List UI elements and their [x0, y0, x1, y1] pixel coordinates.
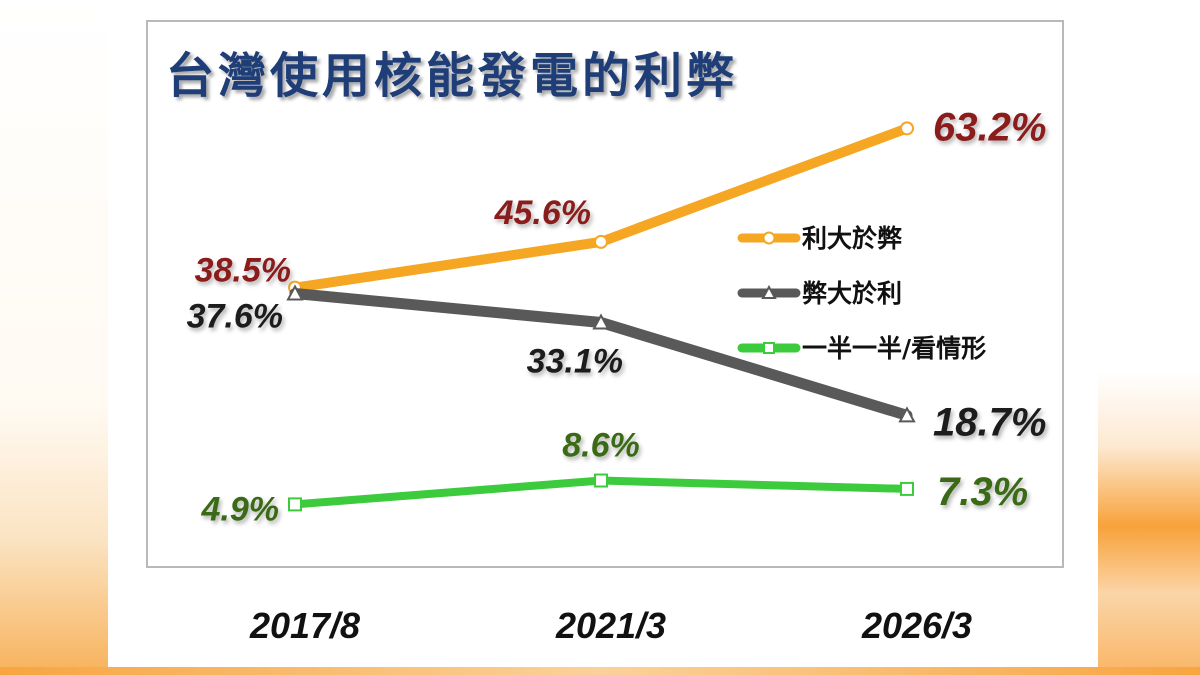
data-label: 7.3%: [937, 470, 1028, 514]
legend-label: 弊大於利: [802, 279, 902, 308]
slide: 台灣使用核能發電的利弊 38.5% 45.6% 63.2% 利大於弊 37.6% 33.1…: [108, 0, 1098, 668]
line-chart: 38.5% 45.6% 63.2% 利大於弊 37.6% 33.1% 18.7% 弊大於利 4.…: [187, 105, 1047, 646]
x-tick-label: 2026/3: [861, 605, 972, 646]
chart-title: 台灣使用核能發電的利弊: [166, 48, 739, 104]
data-label: 45.6%: [494, 194, 591, 232]
data-point: [594, 473, 608, 488]
legend-marker: [762, 231, 776, 245]
data-label: 37.6%: [187, 297, 283, 335]
data-label: 33.1%: [527, 343, 623, 381]
data-point: [288, 497, 302, 512]
legend-marker: [761, 284, 777, 299]
data-point: [594, 234, 608, 249]
legend-marker: [763, 342, 775, 354]
bottom-strip: [0, 667, 1200, 675]
data-point: [900, 481, 914, 496]
legend-label: 一半一半/看情形: [802, 334, 986, 363]
background-left: [0, 0, 110, 675]
data-label: 18.7%: [933, 400, 1046, 444]
background-right: [1095, 0, 1200, 675]
data-label: 4.9%: [201, 490, 280, 528]
data-label: 8.6%: [562, 427, 640, 465]
data-point: [286, 284, 304, 301]
legend-label: 利大於弊: [802, 224, 902, 253]
data-point: [900, 121, 914, 136]
data-label: 38.5%: [195, 252, 291, 290]
data-label: 63.2%: [933, 105, 1046, 149]
data-point: [898, 406, 916, 423]
data-point: [592, 313, 610, 330]
series-line-1: [290, 123, 912, 293]
x-tick-label: 2017/8: [249, 605, 360, 646]
x-tick-label: 2021/3: [555, 605, 666, 646]
